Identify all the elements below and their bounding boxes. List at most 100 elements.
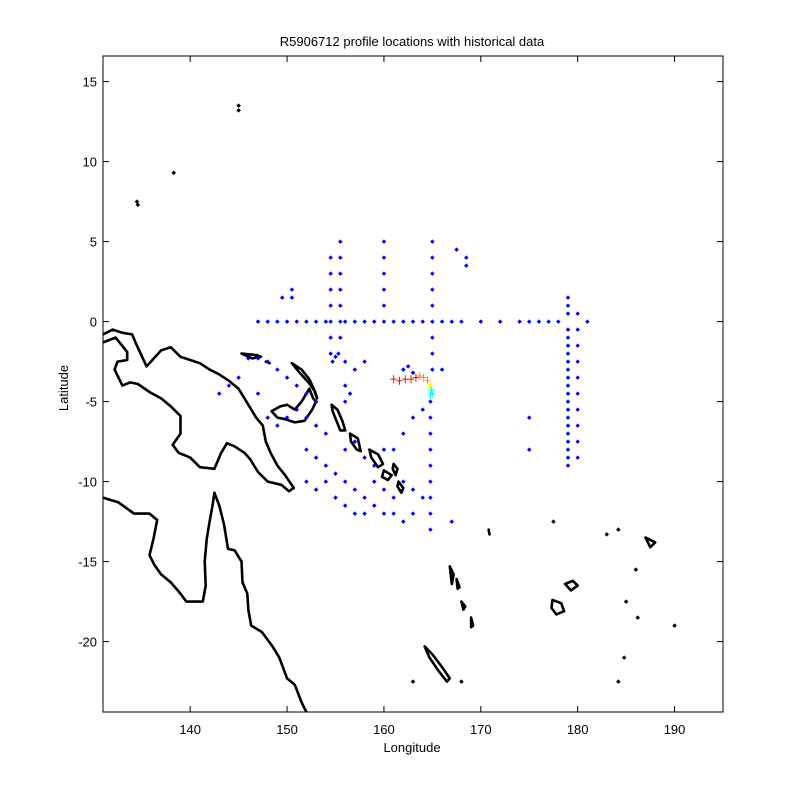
historical-point [255, 391, 261, 396]
y-axis-label: Latitude [56, 365, 71, 411]
historical-point [565, 303, 571, 308]
historical-point [304, 447, 309, 452]
coastline-13 [455, 577, 461, 591]
historical-point [405, 364, 411, 369]
historical-point [338, 303, 343, 308]
island-point [616, 679, 621, 684]
coastline-0 [103, 328, 296, 493]
historical-point [401, 319, 406, 324]
historical-point [284, 319, 290, 324]
historical-point [517, 319, 522, 324]
historical-point [313, 399, 319, 404]
historical-point [410, 415, 416, 420]
historical-point [575, 375, 580, 380]
x-tick-label: 190 [664, 722, 686, 737]
historical-point [313, 319, 319, 324]
historical-point [428, 527, 433, 532]
x-axis-label: Longitude [383, 740, 440, 755]
historical-point [313, 455, 319, 460]
profile-point [427, 383, 434, 392]
y-tick-label: 5 [90, 235, 97, 250]
historical-point [565, 311, 571, 316]
historical-point [526, 447, 532, 452]
historical-point [430, 367, 435, 372]
historical-point [342, 447, 348, 452]
historical-point [338, 255, 343, 260]
historical-point [565, 295, 571, 300]
historical-point [565, 439, 571, 444]
island-point [236, 103, 241, 108]
historical-point [333, 354, 338, 360]
x-tick-label: 170 [470, 722, 492, 737]
historical-point [449, 319, 455, 324]
y-tick-label: 0 [90, 315, 97, 330]
historical-point [585, 319, 590, 324]
historical-point [464, 263, 469, 268]
historical-point [428, 479, 433, 484]
historical-point [338, 271, 343, 276]
y-tick-label: -5 [85, 395, 97, 410]
historical-point [428, 447, 433, 452]
coastline-9 [391, 462, 399, 477]
historical-point [333, 495, 338, 500]
historical-point [430, 351, 435, 356]
historical-point [565, 407, 571, 412]
historical-point [565, 399, 571, 404]
historical-point [565, 351, 571, 356]
historical-point [565, 359, 571, 364]
historical-point [575, 359, 580, 364]
y-tick-label: -15 [78, 555, 97, 570]
historical-point [464, 255, 469, 260]
historical-point [420, 495, 425, 500]
island-point [410, 679, 416, 684]
coastline-19 [487, 528, 491, 536]
historical-point [428, 415, 433, 420]
historical-point [328, 271, 333, 276]
profile-point [402, 375, 409, 384]
historical-point [352, 319, 358, 324]
historical-point [294, 383, 300, 388]
historical-point [265, 319, 270, 324]
historical-point [401, 367, 406, 372]
chart-title: R5906712 profile locations with historic… [280, 34, 545, 49]
historical-point [328, 287, 333, 292]
island-point [623, 599, 629, 604]
profile-point [412, 373, 419, 382]
historical-point [304, 319, 309, 324]
historical-point [275, 423, 280, 428]
historical-point [304, 391, 309, 396]
historical-point [381, 287, 387, 292]
historical-point [430, 239, 435, 244]
coastline-17 [563, 579, 580, 592]
historical-point [381, 271, 387, 276]
historical-point [575, 439, 580, 444]
historical-point [428, 495, 433, 500]
y-tick-label: 10 [83, 155, 97, 170]
plot-frame [102, 55, 724, 713]
axes: 140 150 160 170 180 190 15 10 5 0 -5 -10 -15 -20 [78, 55, 724, 737]
historical-point [565, 327, 571, 332]
island-point [604, 532, 610, 537]
historical-point [342, 399, 348, 404]
island-point [621, 655, 627, 660]
coastline-3 [270, 387, 318, 424]
historical-point [391, 511, 396, 516]
historical-point [575, 311, 580, 316]
historical-point [313, 423, 319, 428]
historical-point [328, 255, 333, 260]
historical-point [381, 511, 387, 516]
historical-point [226, 383, 232, 388]
coastline-1 [103, 491, 216, 603]
historical-point [381, 319, 387, 324]
historical-point [410, 487, 416, 492]
island-point [236, 108, 241, 113]
profile-point [426, 380, 433, 388]
historical-point [279, 295, 285, 300]
historical-point [338, 319, 343, 324]
historical-point [216, 391, 222, 396]
historical-point [565, 383, 571, 388]
historical-point [246, 356, 251, 361]
historical-point [265, 359, 270, 364]
